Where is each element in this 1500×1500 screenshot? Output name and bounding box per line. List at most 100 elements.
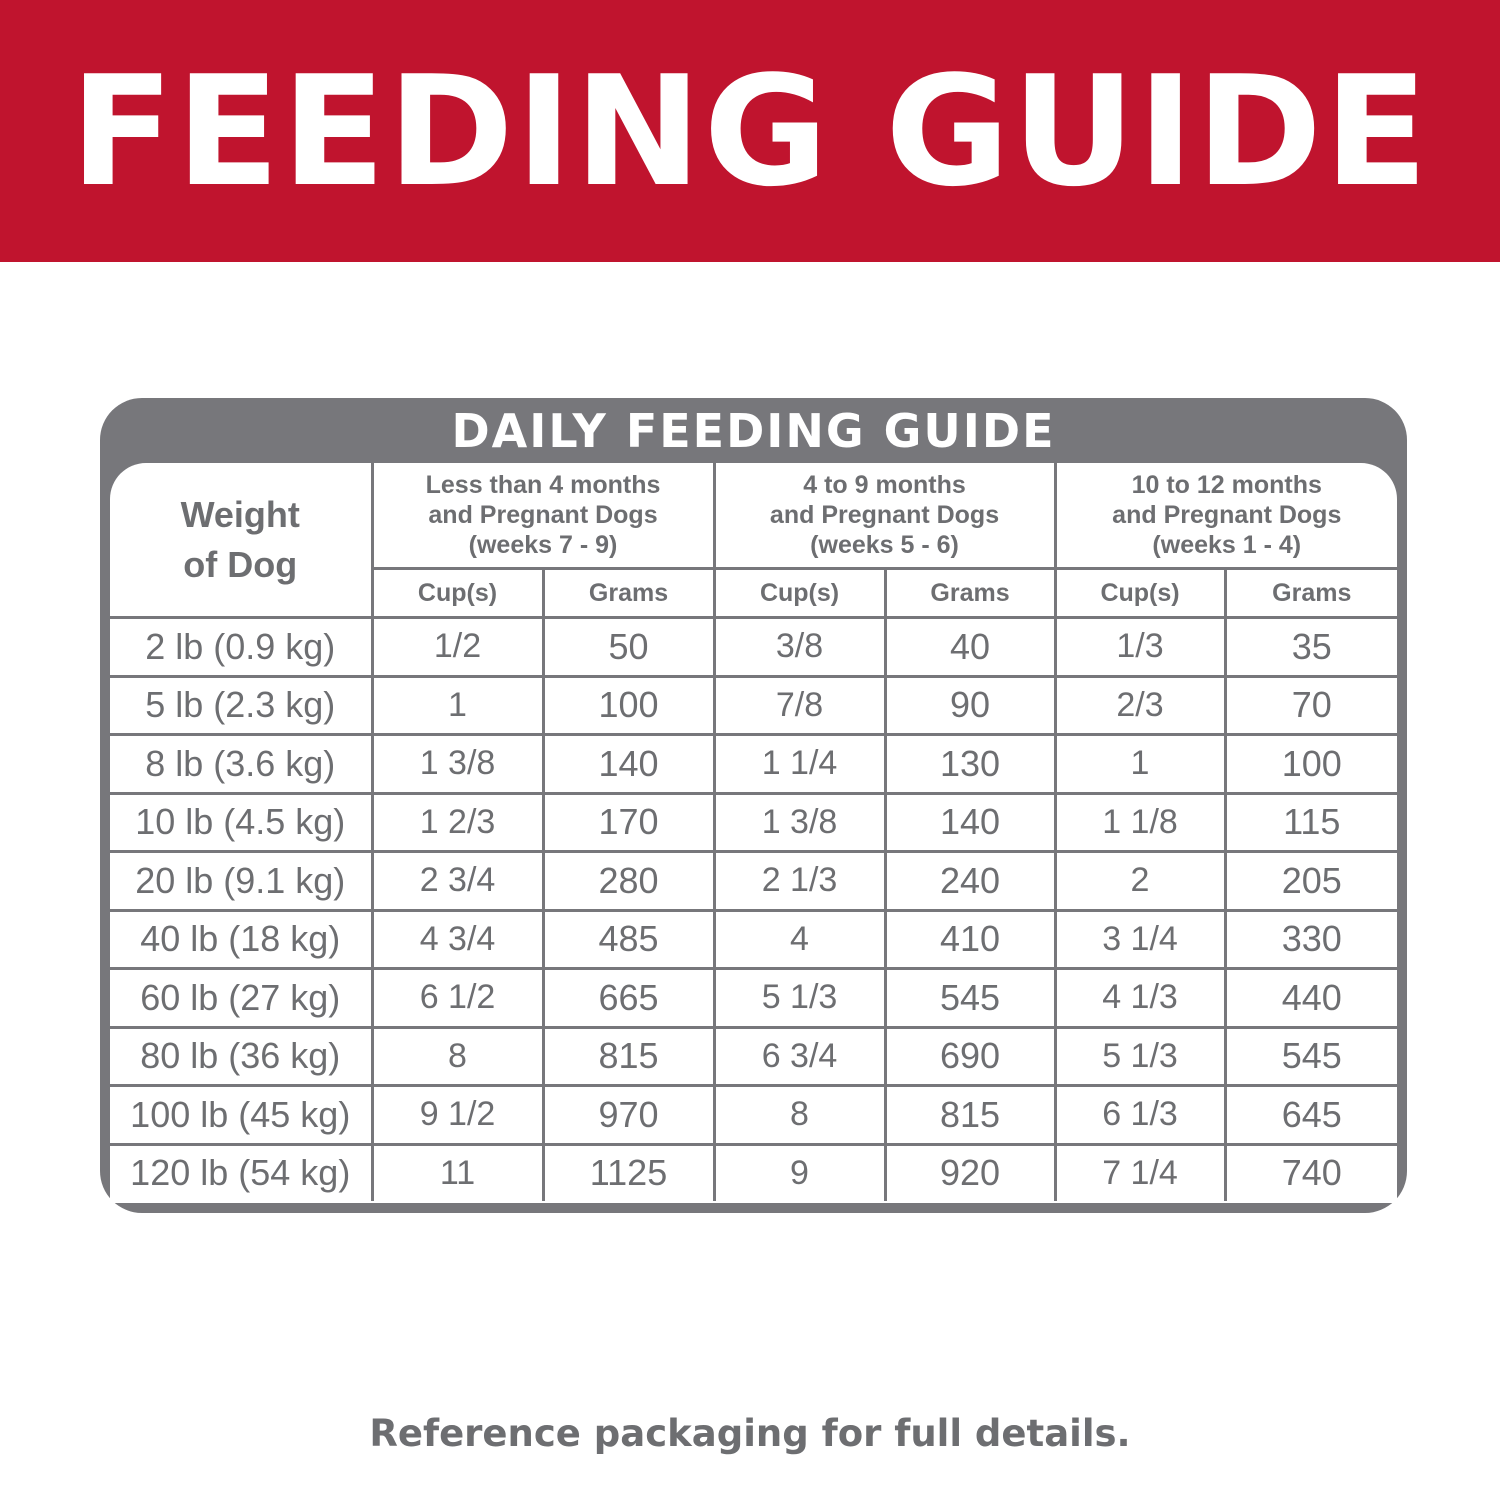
cups-cell: 9 (712, 1142, 887, 1201)
cups-cell: 2 3/4 (370, 850, 545, 912)
cups-cell: 7 1/4 (1053, 1142, 1227, 1201)
cups-cell: 1 3/8 (370, 733, 545, 795)
cups-cell: 8 (712, 1084, 887, 1146)
grams-cell: 90 (883, 674, 1057, 736)
grams-cell: 205 (1223, 850, 1397, 912)
group-header-line: 10 to 12 months (1131, 471, 1322, 499)
feeding-table-container: Weight of Dog Less than 4 months and Pre… (110, 463, 1397, 1203)
weight-cell: 100 lb (45 kg) (110, 1084, 374, 1146)
grams-cell: 330 (1223, 908, 1397, 970)
grams-cell: 740 (1223, 1142, 1397, 1201)
cups-cell: 5 1/3 (1053, 1025, 1227, 1087)
daily-feeding-guide-panel: DAILY FEEDING GUIDE Weight of Dog Less t… (100, 398, 1407, 1213)
sub-header: Cup(s) (712, 567, 887, 619)
grams-cell: 545 (1223, 1025, 1397, 1087)
grams-cell: 440 (1223, 967, 1397, 1029)
cups-cell: 6 3/4 (712, 1025, 887, 1087)
sub-header: Grams (883, 567, 1057, 619)
grams-cell: 170 (541, 791, 716, 853)
group-header-line: and Pregnant Dogs (428, 501, 658, 529)
sub-header: Grams (541, 567, 716, 619)
grams-cell: 35 (1223, 616, 1397, 678)
sub-header: Grams (1223, 567, 1397, 619)
table-row: 40 lb (18 kg) 4 3/4 485 4 410 3 1/4 330 (110, 908, 1397, 970)
cups-cell: 4 (712, 908, 887, 970)
group-header-under-4-months: Less than 4 months and Pregnant Dogs (we… (370, 463, 716, 570)
weight-cell: 5 lb (2.3 kg) (110, 674, 374, 736)
table-row: 2 lb (0.9 kg) 1/2 50 3/8 40 1/3 35 (110, 616, 1397, 678)
weight-cell: 120 lb (54 kg) (110, 1142, 374, 1201)
grams-cell: 970 (541, 1084, 716, 1146)
banner: FEEDING GUIDE (0, 0, 1500, 262)
cups-cell: 1 3/8 (712, 791, 887, 853)
weight-header-line: Weight (180, 493, 300, 535)
group-header-line: Less than 4 months (425, 471, 661, 499)
weight-cell: 80 lb (36 kg) (110, 1025, 374, 1087)
cups-cell: 8 (370, 1025, 545, 1087)
cups-cell: 2 (1053, 850, 1227, 912)
sub-header: Cup(s) (1053, 567, 1227, 619)
weight-cell: 8 lb (3.6 kg) (110, 733, 374, 795)
grams-cell: 130 (883, 733, 1057, 795)
weight-cell: 2 lb (0.9 kg) (110, 616, 374, 678)
group-header-10-to-12-months: 10 to 12 months and Pregnant Dogs (weeks… (1053, 463, 1397, 570)
cups-cell: 9 1/2 (370, 1084, 545, 1146)
sub-header: Cup(s) (372, 567, 545, 619)
table-row: 20 lb (9.1 kg) 2 3/4 280 2 1/3 240 2 205 (110, 850, 1397, 912)
weight-header: Weight of Dog (110, 463, 374, 619)
cups-cell: 1 (370, 674, 545, 736)
grams-cell: 665 (541, 967, 716, 1029)
cups-cell: 1 2/3 (370, 791, 545, 853)
table-row: 10 lb (4.5 kg) 1 2/3 170 1 3/8 140 1 1/8 115 (110, 791, 1397, 853)
group-header-line: (weeks 5 - 6) (810, 531, 959, 559)
guide-title: DAILY FEEDING GUIDE (451, 404, 1056, 458)
grams-cell: 240 (883, 850, 1057, 912)
group-header-line: and Pregnant Dogs (1112, 501, 1342, 529)
weight-cell: 60 lb (27 kg) (110, 967, 374, 1029)
grams-cell: 545 (883, 967, 1057, 1029)
cups-cell: 1/3 (1053, 616, 1227, 678)
group-header-4-to-9-months: 4 to 9 months and Pregnant Dogs (weeks 5… (712, 463, 1057, 570)
cups-cell: 2/3 (1053, 674, 1227, 736)
feeding-table: Weight of Dog Less than 4 months and Pre… (110, 463, 1397, 1201)
grams-cell: 50 (541, 616, 716, 678)
feeding-table-body: 2 lb (0.9 kg) 1/2 50 3/8 40 1/3 35 5 lb (2.3 kg… (110, 616, 1397, 1201)
table-row: 120 lb (54 kg) 11 1125 9 920 7 1/4 740 (110, 1142, 1397, 1201)
footer-note: Reference packaging for full details. (369, 1412, 1131, 1455)
cups-cell: 11 (370, 1142, 545, 1201)
group-header-line: 4 to 9 months (803, 471, 966, 499)
grams-cell: 100 (541, 674, 716, 736)
cups-cell: 1 1/8 (1053, 791, 1227, 853)
grams-cell: 40 (883, 616, 1057, 678)
grams-cell: 815 (883, 1084, 1057, 1146)
weight-cell: 20 lb (9.1 kg) (110, 850, 374, 912)
grams-cell: 140 (883, 791, 1057, 853)
grams-cell: 485 (541, 908, 716, 970)
table-row: 80 lb (36 kg) 8 815 6 3/4 690 5 1/3 545 (110, 1025, 1397, 1087)
banner-title: FEEDING GUIDE (70, 43, 1430, 220)
grams-cell: 645 (1223, 1084, 1397, 1146)
group-header-line: (weeks 7 - 9) (468, 531, 618, 559)
table-row: 8 lb (3.6 kg) 1 3/8 140 1 1/4 130 1 100 (110, 733, 1397, 795)
cups-cell: 6 1/2 (370, 967, 545, 1029)
weight-cell: 10 lb (4.5 kg) (110, 791, 374, 853)
grams-cell: 815 (541, 1025, 716, 1087)
table-row: 60 lb (27 kg) 6 1/2 665 5 1/3 545 4 1/3 440 (110, 967, 1397, 1029)
group-header-line: and Pregnant Dogs (769, 501, 1000, 529)
table-row: 100 lb (45 kg) 9 1/2 970 8 815 6 1/3 645 (110, 1084, 1397, 1146)
cups-cell: 1/2 (370, 616, 545, 678)
grams-cell: 1125 (541, 1142, 716, 1201)
grams-cell: 280 (541, 850, 716, 912)
cups-cell: 1 (1053, 733, 1227, 795)
weight-cell: 40 lb (18 kg) (110, 908, 374, 970)
weight-header-line: of Dog (183, 543, 298, 585)
cups-cell: 4 1/3 (1053, 967, 1227, 1029)
grams-cell: 410 (883, 908, 1057, 970)
cups-cell: 3/8 (712, 616, 887, 678)
cups-cell: 2 1/3 (712, 850, 887, 912)
grams-cell: 140 (541, 733, 716, 795)
grams-cell: 100 (1223, 733, 1397, 795)
grams-cell: 690 (883, 1025, 1057, 1087)
cups-cell: 4 3/4 (370, 908, 545, 970)
grams-cell: 115 (1223, 791, 1397, 853)
